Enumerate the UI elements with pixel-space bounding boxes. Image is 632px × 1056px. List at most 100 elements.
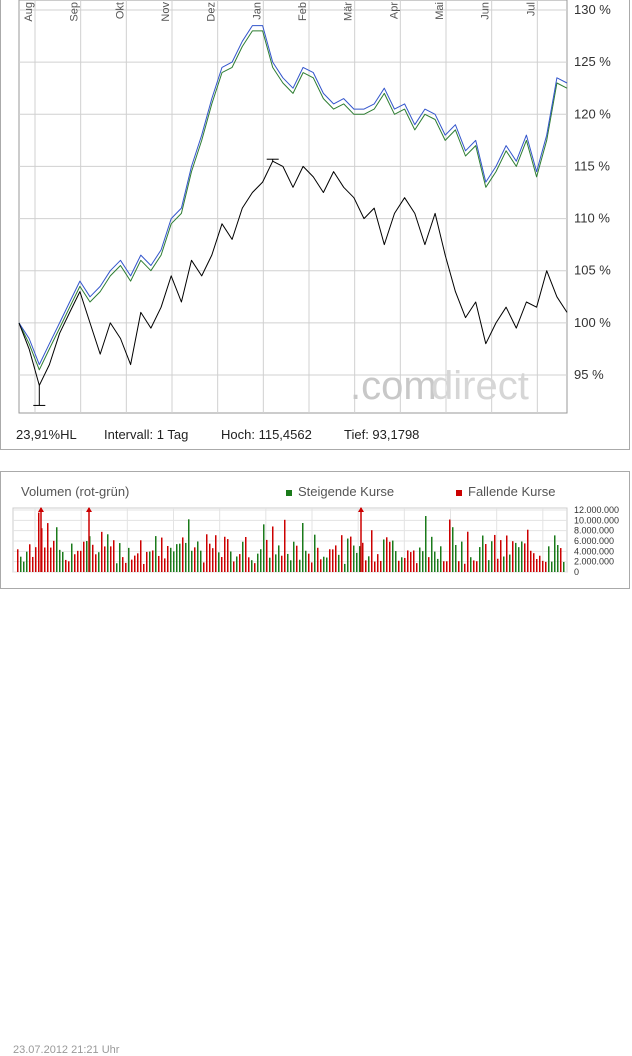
month-label: Jan	[251, 2, 263, 20]
month-label: Aug	[23, 2, 35, 22]
watermark-direct: direct	[431, 364, 529, 408]
volume-bar	[107, 534, 109, 572]
volume-bar	[353, 545, 355, 572]
volume-bar	[80, 550, 82, 572]
volume-bar	[251, 560, 253, 572]
volume-bar	[341, 535, 343, 572]
legend-falling: Fallende Kurse	[456, 484, 555, 499]
series-line	[18, 30, 568, 371]
low-stat: Tief: 93,1798	[344, 427, 420, 442]
volume-tick-label: 8.000.000	[574, 526, 614, 536]
y-tick-label: 130 %	[574, 2, 611, 17]
volume-bar	[122, 557, 124, 572]
volume-bar	[239, 554, 241, 572]
volume-tick-label: 4.000.000	[574, 546, 614, 556]
volume-bar	[527, 529, 529, 572]
volume-bar	[86, 541, 88, 572]
volume-bar	[161, 537, 163, 572]
volume-bar	[392, 540, 394, 572]
volume-bar	[509, 554, 511, 572]
volume-bar	[182, 537, 184, 572]
volume-bar	[356, 552, 358, 572]
volume-bar	[266, 539, 268, 572]
volume-bar	[380, 560, 382, 572]
volume-bar	[461, 541, 463, 572]
volume-bar	[74, 554, 76, 572]
volume-bar	[476, 561, 478, 572]
volume-bar	[539, 555, 541, 572]
comdirect-watermark: .com direct	[350, 364, 529, 408]
volume-bar	[425, 516, 427, 572]
volume-bar	[20, 556, 22, 572]
volume-bar	[248, 557, 250, 572]
volume-bar	[155, 536, 157, 572]
interval-stat: Intervall: 1 Tag	[104, 427, 189, 442]
volume-bar	[188, 519, 190, 572]
volume-bar	[548, 546, 550, 572]
volume-bar	[497, 558, 499, 572]
volume-bar	[479, 547, 481, 572]
volume-bar	[257, 553, 259, 572]
volume-bar	[323, 556, 325, 572]
volume-bar	[263, 524, 265, 572]
falling-swatch	[456, 489, 462, 496]
volume-bar	[149, 551, 151, 572]
month-label: Mär	[343, 2, 355, 21]
volume-bar	[254, 563, 256, 572]
volume-bar	[290, 560, 292, 572]
volume-bar	[314, 534, 316, 572]
volume-bar	[464, 563, 466, 572]
volume-bar	[524, 543, 526, 572]
volume-bar	[77, 550, 79, 572]
volume-bar	[281, 555, 283, 572]
volume-bar	[515, 542, 517, 572]
volume-bar	[368, 556, 370, 572]
volume-bar	[260, 549, 262, 572]
volume-bar	[179, 543, 181, 572]
volume-bar	[203, 562, 205, 572]
month-label: Nov	[160, 2, 172, 22]
volume-tick-label: 10.000.000	[574, 515, 619, 525]
volume-bar	[38, 512, 40, 572]
volume-bar	[551, 561, 553, 572]
month-label: Sep	[69, 2, 81, 22]
volume-tick-label: 2.000.000	[574, 557, 614, 567]
y-tick-label: 105 %	[574, 263, 611, 278]
volume-bar	[116, 563, 118, 572]
volume-bar	[221, 557, 223, 572]
volume-bar	[410, 552, 412, 572]
volume-bar	[233, 561, 235, 572]
volume-bar	[374, 561, 376, 572]
volume-bar	[56, 527, 58, 572]
price-chart-panel: Aug Sep Okt Nov Dez Jan Feb Mär Apr Mai Jun Jul 130…	[0, 0, 630, 450]
volume-bar	[92, 544, 94, 572]
volume-bar	[140, 540, 142, 572]
volume-bar	[146, 551, 148, 572]
volume-bar	[407, 550, 409, 572]
volume-bar	[128, 547, 130, 572]
volume-bar	[359, 546, 361, 572]
volume-tick-label: 6.000.000	[574, 536, 614, 546]
volume-bar	[113, 540, 115, 572]
volume-bar	[335, 545, 337, 572]
volume-bar	[440, 546, 442, 572]
legend-rising-label: Steigende Kurse	[298, 484, 395, 499]
legend-rising: Steigende Kurse	[286, 484, 394, 499]
series-line	[18, 160, 568, 386]
volume-bar	[416, 563, 418, 572]
volume-bar	[95, 554, 97, 572]
volume-bar	[287, 553, 289, 572]
volume-bar	[452, 527, 454, 572]
volume-bar	[365, 560, 367, 572]
y-tick-label: 120 %	[574, 106, 611, 121]
volume-bar	[398, 560, 400, 572]
month-label: Okt	[114, 2, 126, 19]
volume-bar	[23, 561, 25, 572]
legend-falling-label: Fallende Kurse	[468, 484, 556, 499]
volume-bar	[437, 558, 439, 572]
volume-spike-arrow	[86, 507, 92, 512]
volume-bar	[236, 556, 238, 572]
volume-bar	[332, 549, 334, 572]
volume-bar	[338, 554, 340, 572]
volume-bar	[455, 544, 457, 572]
